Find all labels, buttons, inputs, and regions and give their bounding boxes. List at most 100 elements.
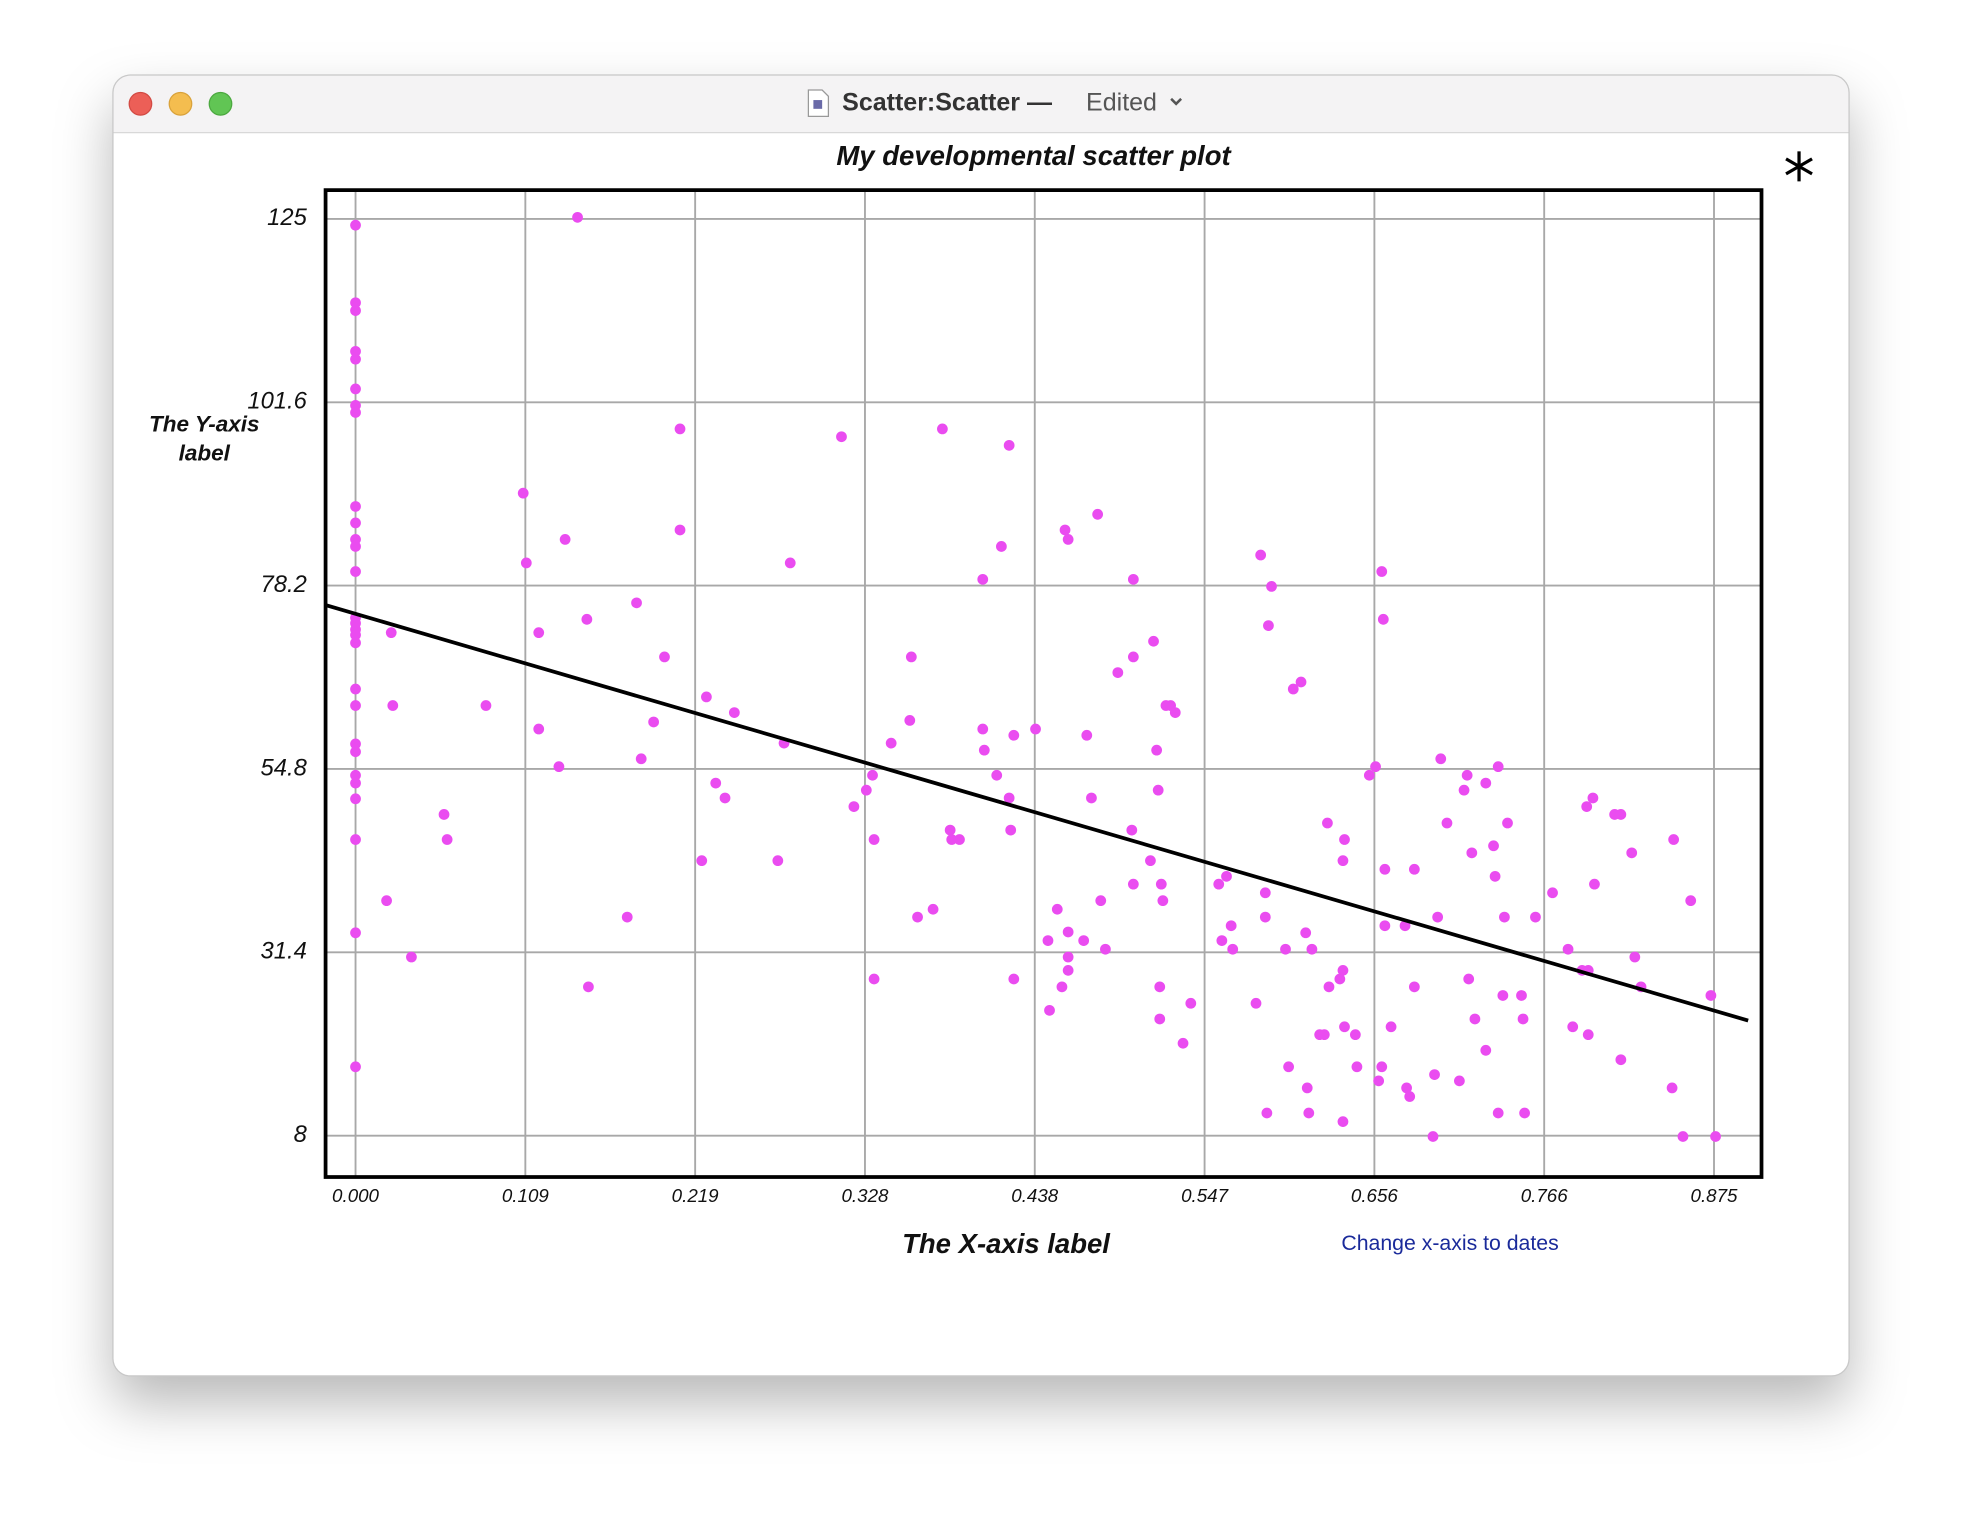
scatter-point xyxy=(1062,534,1074,545)
scatter-point xyxy=(1376,1061,1388,1073)
scatter-point xyxy=(1154,981,1166,993)
scatter-point xyxy=(1466,847,1478,859)
scatter-point xyxy=(1078,935,1090,946)
scatter-point xyxy=(1145,855,1156,867)
scatter-point xyxy=(1266,581,1277,592)
scatter-point xyxy=(1587,792,1599,804)
scatter-point xyxy=(1283,1061,1294,1073)
y-tick-label: 101.6 xyxy=(247,388,307,415)
scatter-point xyxy=(1337,1116,1349,1127)
scatter-point xyxy=(406,951,417,963)
scatter-point xyxy=(860,784,872,796)
window-status[interactable]: Edited xyxy=(1086,88,1157,116)
scatter-point xyxy=(1337,965,1349,976)
scatter-point xyxy=(696,855,708,867)
scatter-point xyxy=(1666,1082,1678,1094)
plot-frame xyxy=(323,188,1764,1179)
scatter-point xyxy=(1441,817,1453,829)
scatter-point xyxy=(946,834,958,845)
scatter-point xyxy=(350,834,361,845)
scatter-point xyxy=(1429,1069,1440,1080)
chart-title: My developmental scatter plot xyxy=(836,140,1232,171)
asterisk-icon[interactable] xyxy=(1785,151,1813,182)
scatter-point xyxy=(533,723,545,735)
scatter-point xyxy=(885,737,897,749)
scatter-point xyxy=(1408,863,1420,875)
scatter-point xyxy=(553,761,565,773)
zoom-button[interactable] xyxy=(208,91,233,116)
scatter-point xyxy=(1562,943,1574,955)
scatter-point xyxy=(350,407,361,418)
scatter-point xyxy=(1213,878,1225,890)
scatter-point xyxy=(1062,951,1074,963)
status-chevron[interactable] xyxy=(1170,97,1183,106)
close-button[interactable] xyxy=(128,91,153,116)
scatter-point xyxy=(1152,784,1164,796)
x-tick-label: 0.000 xyxy=(332,1185,379,1206)
x-tick-label: 0.766 xyxy=(1521,1185,1568,1206)
scatter-point xyxy=(1318,1029,1330,1041)
scatter-point xyxy=(977,573,989,585)
scatter-point xyxy=(1221,870,1232,882)
scatter-point xyxy=(1567,1021,1579,1033)
scatter-point xyxy=(350,541,361,552)
scatter-point xyxy=(1454,1075,1465,1087)
scatter-point xyxy=(1463,973,1475,985)
x-tick-label: 0.219 xyxy=(672,1185,719,1206)
scatter-point xyxy=(1488,840,1499,852)
scatter-point xyxy=(1151,744,1163,756)
scatter-point xyxy=(635,753,647,765)
scatter-point xyxy=(1062,926,1074,938)
scatter-point xyxy=(904,715,916,726)
scatter-point xyxy=(1185,997,1197,1009)
scatter-point xyxy=(631,597,642,609)
minimize-button[interactable] xyxy=(168,91,193,116)
scatter-point xyxy=(1499,911,1510,923)
scatter-point xyxy=(350,793,361,805)
scatter-point xyxy=(848,801,860,812)
scatter-point xyxy=(1480,777,1492,789)
scatter-point xyxy=(701,691,712,703)
scatter-point xyxy=(583,981,594,993)
scatter-point xyxy=(350,700,361,711)
scatter-point xyxy=(719,792,731,804)
scatter-point xyxy=(385,627,397,639)
scatter-point xyxy=(350,219,361,231)
scatter-point xyxy=(836,431,847,443)
window-title: Scatter:Scatter — xyxy=(842,88,1052,116)
scatter-point xyxy=(1127,651,1139,663)
scatter-point xyxy=(1339,1021,1350,1033)
scatter-point xyxy=(1259,911,1271,923)
title-bar xyxy=(112,75,1850,133)
scatter-point xyxy=(710,777,722,789)
x-tick-label: 0.438 xyxy=(1011,1185,1058,1206)
scatter-point xyxy=(1177,1037,1189,1049)
scatter-point xyxy=(1051,903,1063,915)
scatter-point xyxy=(1492,761,1504,773)
scatter-point xyxy=(1427,1131,1439,1142)
y-tick-label: 31.4 xyxy=(261,938,307,965)
change-axis-link[interactable]: Change x-axis to dates xyxy=(1341,1231,1558,1255)
y-axis-label: The Y-axis label xyxy=(148,411,260,466)
scatter-point xyxy=(1615,1054,1627,1066)
scatter-point xyxy=(621,911,633,923)
scatter-point xyxy=(1127,573,1139,585)
x-tick-label: 0.328 xyxy=(841,1185,888,1206)
scatter-point xyxy=(1502,817,1513,829)
scatter-point xyxy=(1148,635,1159,647)
scatter-point xyxy=(1056,981,1068,993)
y-tick-label: 125 xyxy=(267,204,307,231)
scatter-point xyxy=(350,353,361,365)
scatter-point xyxy=(867,769,878,781)
scatter-point xyxy=(1516,990,1527,1001)
scatter-point xyxy=(1432,911,1444,923)
scatter-point xyxy=(480,700,492,711)
scatter-point xyxy=(784,557,796,569)
scatter-point xyxy=(1519,1107,1530,1119)
y-tick-label: 78.2 xyxy=(261,571,307,598)
scatter-point xyxy=(350,629,361,641)
scatter-point xyxy=(350,383,361,395)
scatter-point xyxy=(772,855,784,867)
scatter-point xyxy=(1280,943,1291,955)
y-tick-label: 8 xyxy=(294,1121,308,1148)
